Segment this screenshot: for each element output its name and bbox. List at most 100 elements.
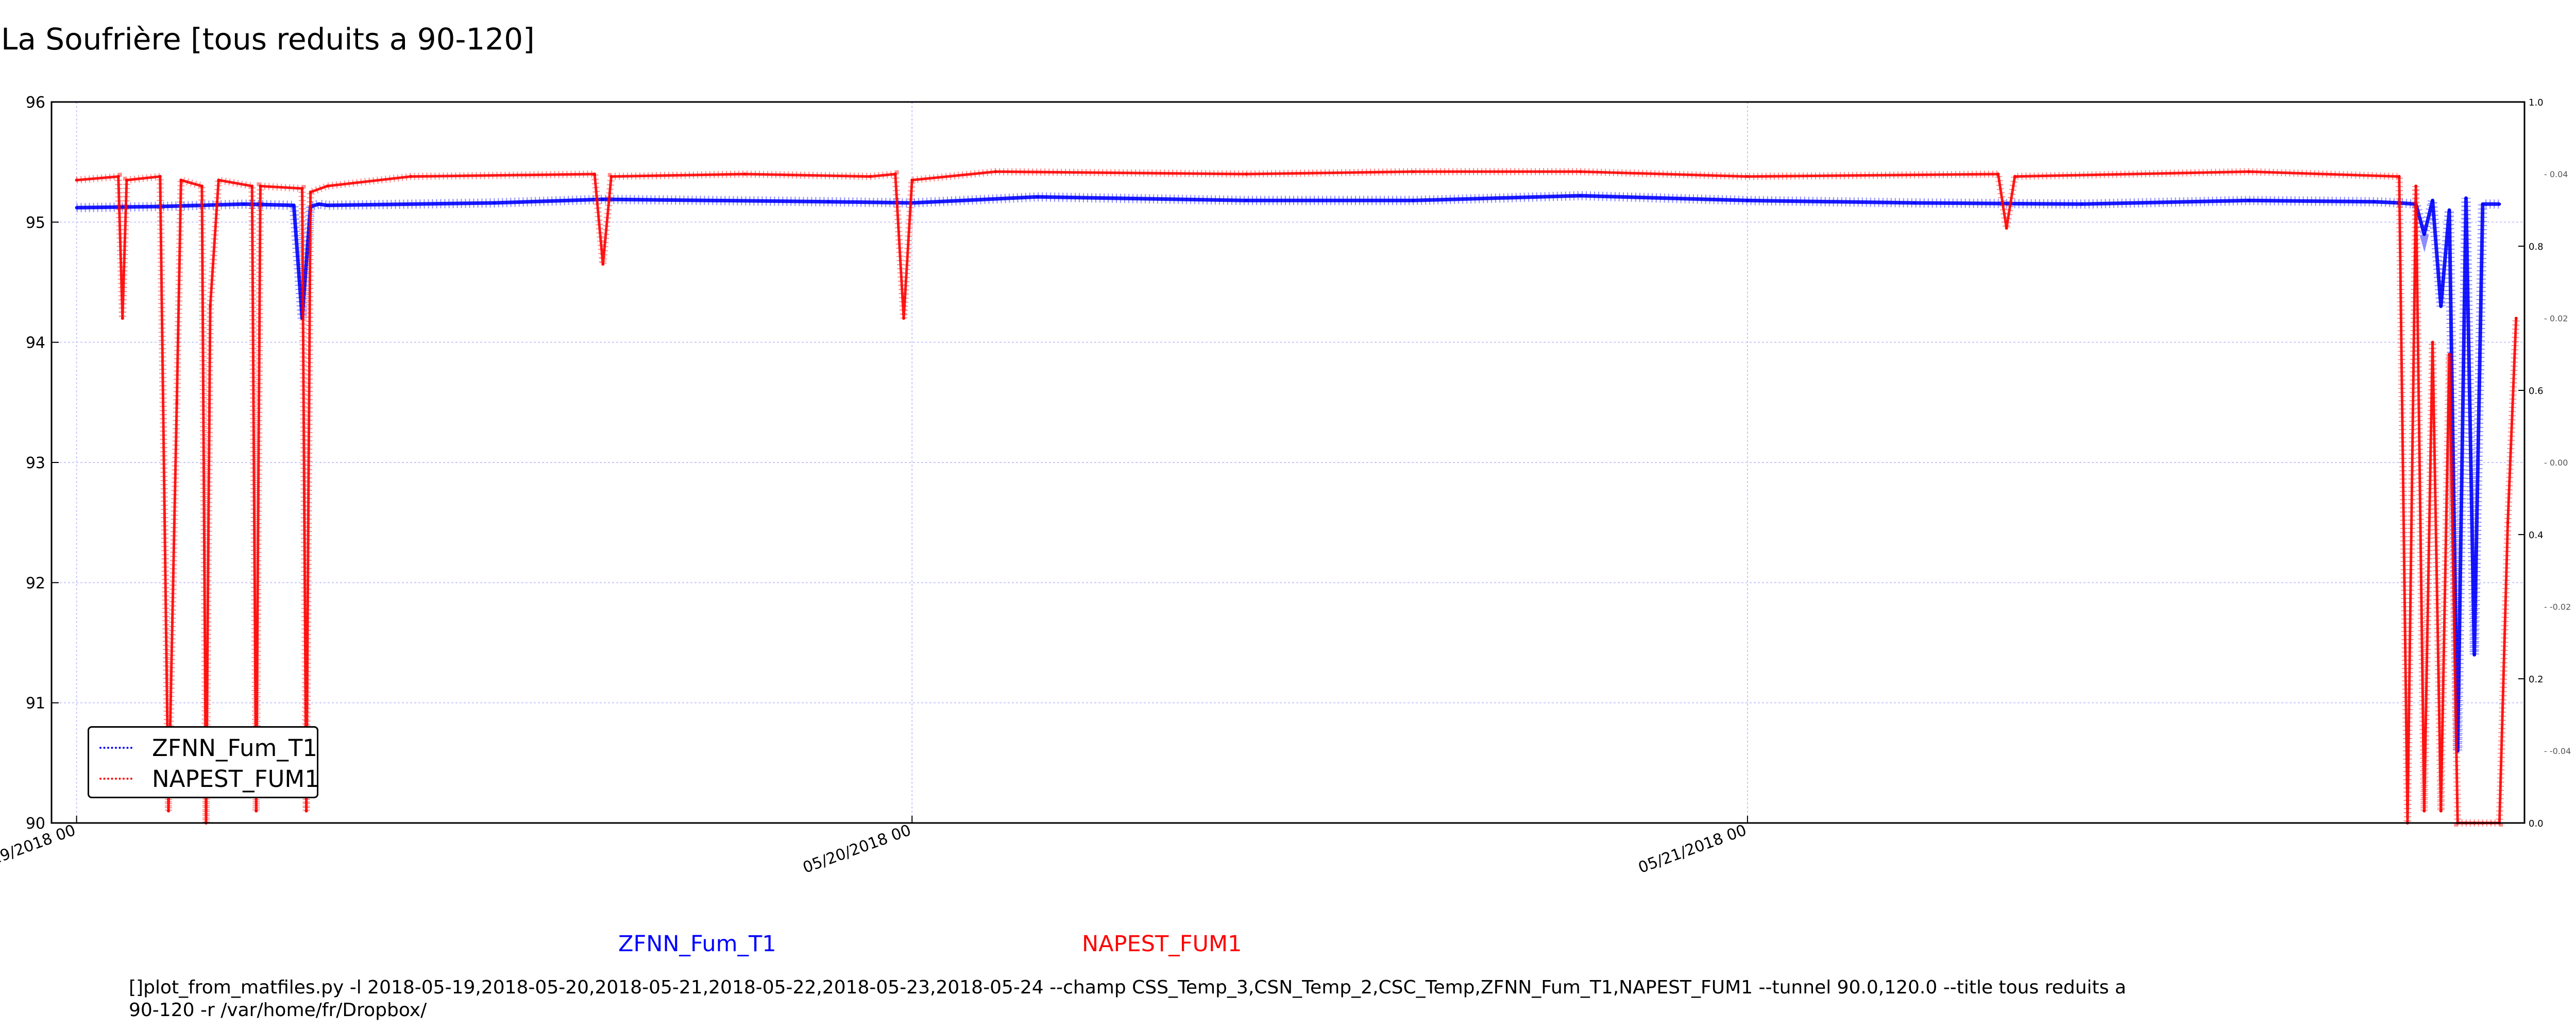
bottom-series-label-napest: NAPEST_FUM1 <box>1082 931 1242 957</box>
data-point-zfnn <box>2422 232 2426 236</box>
data-point-napest <box>743 173 747 176</box>
y-tick-label: 94 <box>26 334 45 352</box>
data-point-napest <box>2397 175 2401 178</box>
data-point-napest <box>158 175 162 178</box>
right-tick-label: 0.0 <box>2529 818 2544 829</box>
data-point-napest <box>2514 317 2518 320</box>
data-point-zfnn <box>2247 199 2250 202</box>
data-point-napest <box>2013 175 2016 178</box>
right-tick-label: 0.6 <box>2529 386 2544 397</box>
right-tick-label: 0.8 <box>2529 242 2544 252</box>
data-point-napest <box>2414 184 2418 188</box>
series-line-napest <box>76 170 2518 825</box>
data-point-napest <box>200 184 204 188</box>
legend-item-zfnn: ZFNN_Fum_T1 <box>99 734 317 762</box>
y-tick-label: 95 <box>26 214 45 232</box>
data-point-zfnn <box>1913 201 1917 204</box>
data-point-napest <box>1244 173 1248 176</box>
y-tick-label: 91 <box>26 695 45 713</box>
data-point-napest <box>326 184 329 188</box>
data-point-napest <box>259 184 262 188</box>
grid-layer <box>52 102 2524 823</box>
data-point-napest <box>217 178 221 182</box>
chart-title: La Soufrière [tous reduits a 90-120] <box>1 22 535 57</box>
data-point-napest <box>2506 521 2510 524</box>
right-tick-label: 0.2 <box>2529 674 2544 685</box>
series-line-zfnn <box>76 194 2500 753</box>
data-point-zfnn <box>2464 196 2468 200</box>
data-point-napest <box>910 178 914 182</box>
data-point-zfnn <box>1579 194 1582 197</box>
data-point-zfnn <box>1745 199 1749 202</box>
series-band-zfnn <box>76 191 2500 751</box>
right-inner-tick-label: - -0.02 <box>2544 602 2571 612</box>
data-point-napest <box>593 173 597 176</box>
data-point-napest <box>250 184 254 188</box>
data-point-napest <box>609 175 613 178</box>
right-inner-tick-label: - -0.04 <box>2544 746 2571 756</box>
data-point-zfnn <box>493 201 496 204</box>
data-point-napest <box>601 263 605 266</box>
y-tick-label: 96 <box>26 94 45 112</box>
data-point-napest <box>1996 173 2000 176</box>
bottom-series-label-zfnn: ZFNN_Fum_T1 <box>618 931 776 957</box>
data-point-napest <box>409 175 413 178</box>
data-point-napest <box>255 809 258 813</box>
data-point-zfnn <box>75 206 78 210</box>
data-point-napest <box>2422 809 2426 813</box>
data-point-napest <box>1412 170 1415 174</box>
data-point-napest <box>304 809 308 813</box>
x-tick-label: 05/20/2018 00 <box>801 821 913 877</box>
right-inner-tick-label: - 0.04 <box>2544 169 2568 179</box>
data-point-napest <box>1579 170 1582 174</box>
data-point-zfnn <box>1412 199 1415 202</box>
data-point-napest <box>994 170 997 174</box>
data-point-zfnn <box>1036 195 1039 199</box>
right-inner-tick-label: - 0.00 <box>2544 458 2568 468</box>
data-point-zfnn <box>2439 304 2443 308</box>
data-point-zfnn <box>317 202 320 206</box>
y-tick-label: 90 <box>26 815 45 833</box>
data-point-zfnn <box>326 203 329 207</box>
data-point-zfnn <box>601 198 605 201</box>
x-tick-label: 05/21/2018 00 <box>1636 821 1749 877</box>
data-point-napest <box>167 809 171 813</box>
data-point-napest <box>1745 175 1749 178</box>
data-point-napest <box>300 187 304 190</box>
data-point-napest <box>309 191 312 194</box>
data-point-napest <box>179 178 183 182</box>
right-tick-label: 1.0 <box>2529 97 2544 108</box>
command-line-text: []plot_from_matfiles.py -l 2018-05-19,20… <box>129 977 2126 1021</box>
legend-label-napest: NAPEST_FUM1 <box>152 765 319 793</box>
legend: ZFNN_Fum_T1 NAPEST_FUM1 <box>88 726 319 798</box>
data-point-napest <box>2005 227 2008 230</box>
data-point-napest <box>75 178 78 182</box>
data-point-napest <box>121 317 124 320</box>
series-layer <box>75 168 2520 827</box>
right-inner-tick-label: - 0.02 <box>2544 314 2568 323</box>
legend-swatch-napest <box>99 778 132 780</box>
data-point-zfnn <box>2498 202 2501 206</box>
data-point-zfnn <box>2431 199 2434 202</box>
data-point-napest <box>2448 353 2451 356</box>
data-point-zfnn <box>292 203 296 207</box>
data-point-napest <box>116 175 120 178</box>
data-point-zfnn <box>1244 199 1248 202</box>
data-point-napest <box>2439 809 2443 813</box>
y-tick-label: 92 <box>26 574 45 592</box>
data-point-napest <box>209 304 212 308</box>
data-point-napest <box>2431 340 2434 344</box>
legend-label-zfnn: ZFNN_Fum_T1 <box>152 734 317 762</box>
data-point-zfnn <box>242 202 245 206</box>
data-point-zfnn <box>2481 202 2484 206</box>
data-point-napest <box>893 173 897 176</box>
data-point-zfnn <box>827 200 831 203</box>
data-point-napest <box>902 317 906 320</box>
legend-item-napest: NAPEST_FUM1 <box>99 765 319 793</box>
legend-swatch-zfnn <box>99 747 132 749</box>
data-point-zfnn <box>2448 209 2451 212</box>
data-point-napest <box>2247 170 2250 174</box>
series-band-napest <box>76 168 2520 827</box>
